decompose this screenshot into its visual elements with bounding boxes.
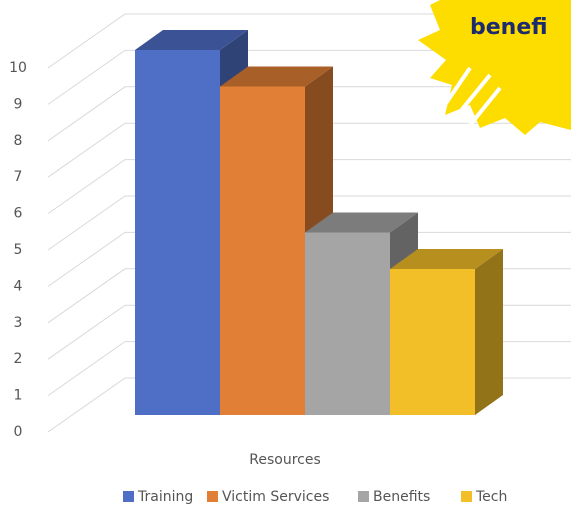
legend-label: Benefits [373, 489, 430, 505]
legend-label: Training [137, 489, 193, 505]
legend-swatch [358, 491, 369, 502]
y-tick-label: 6 [14, 206, 23, 222]
bar [135, 50, 220, 415]
y-tick-label: 7 [14, 169, 23, 185]
splash: benefi [418, 0, 571, 135]
y-tick-label: 9 [14, 96, 23, 112]
bar [390, 269, 475, 415]
legend-swatch [123, 491, 134, 502]
chart: 0 1 2 3 4 5 6 7 8 9 10 Training Victim Services Benef… [0, 0, 571, 508]
bar [305, 233, 390, 416]
legend: Training Victim Services Benefits Tech [123, 489, 507, 505]
legend-label: Victim Services [222, 489, 329, 505]
bar-side [475, 249, 503, 415]
y-tick-label: 4 [14, 278, 23, 294]
y-tick-label: 2 [14, 351, 23, 367]
y-tick-label: 0 [14, 424, 23, 440]
y-tick-label: 8 [14, 133, 23, 149]
legend-swatch [461, 491, 472, 502]
y-tick-label: 10 [9, 60, 27, 76]
y-tick-label: 5 [14, 242, 23, 258]
legend-label: Tech [475, 489, 507, 505]
bar [220, 87, 305, 416]
annotation: benefi [470, 15, 548, 40]
x-tick-label: Resources [249, 452, 321, 468]
y-tick-label: 3 [14, 315, 23, 331]
legend-swatch [207, 491, 218, 502]
y-tick-label: 1 [14, 388, 23, 404]
